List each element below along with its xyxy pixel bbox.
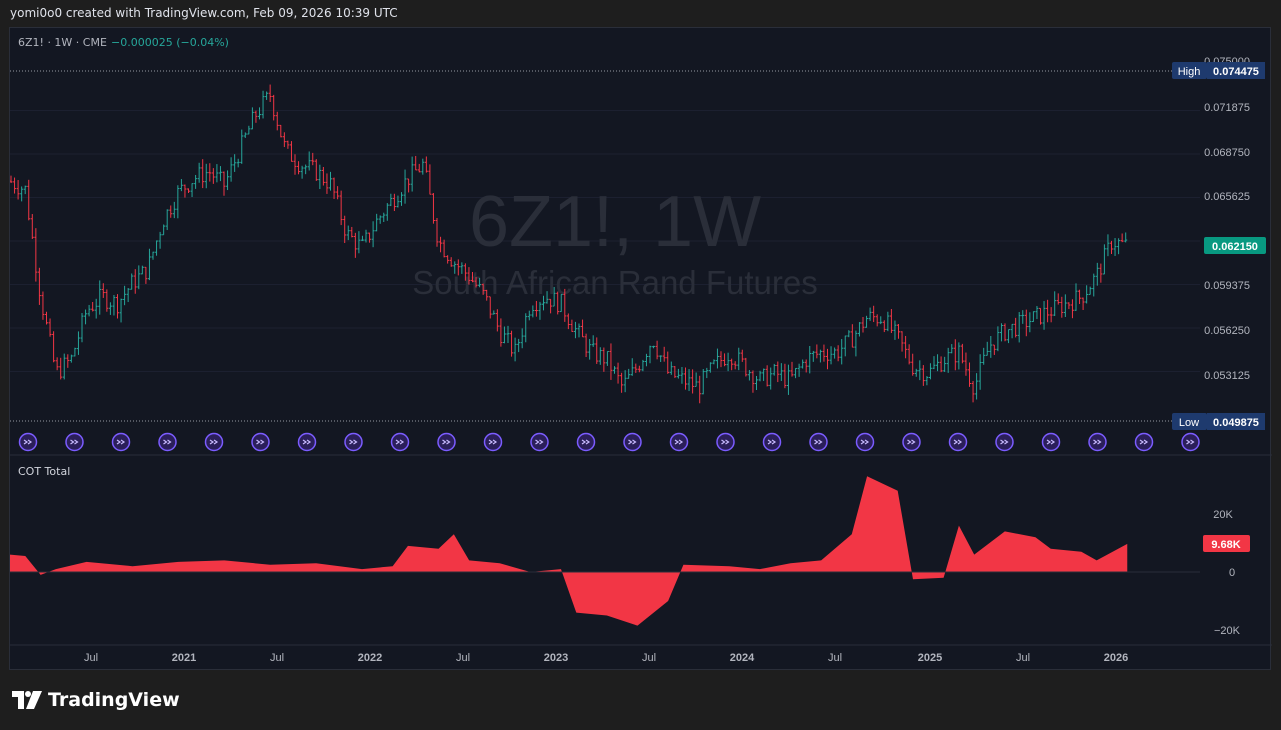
low-label-text: Low <box>1179 417 1199 429</box>
event-marker-icon[interactable] <box>251 432 270 452</box>
low-value-badge <box>1207 413 1265 430</box>
time-tick-label: Jul <box>456 652 470 664</box>
low-value-text: 0.049875 <box>1213 417 1259 429</box>
high-value-text: 0.074475 <box>1213 66 1259 78</box>
time-tick-label: Jul <box>642 652 656 664</box>
event-marker-icon[interactable] <box>809 432 828 452</box>
event-marker-icon[interactable] <box>669 432 689 452</box>
event-marker-icon[interactable] <box>716 432 735 452</box>
low-label-badge <box>1172 413 1207 430</box>
price-tick-label: 0.059375 <box>1204 280 1250 292</box>
events-layer <box>18 432 1200 452</box>
time-tick-label: Jul <box>270 652 284 664</box>
price-tick-label: 0.053125 <box>1204 370 1250 382</box>
time-tick-label: 2022 <box>358 652 382 664</box>
time-tick-label: 2023 <box>544 652 568 664</box>
event-marker-icon[interactable] <box>344 432 363 452</box>
cot-last-badge <box>1203 535 1250 552</box>
time-axis: Jul 2021 Jul 2022 Jul 2023 Jul 2024 Jul 2025 Jul 20… <box>84 652 1128 664</box>
high-label-badge <box>1172 62 1207 79</box>
event-marker-icon[interactable] <box>437 432 456 452</box>
price-tick-label: 0.056250 <box>1204 325 1250 337</box>
chart-frame[interactable]: 6Z1!, 1W South African Rand Futures 6Z1!… <box>9 27 1272 671</box>
event-marker-icon[interactable] <box>65 432 84 452</box>
event-marker-icon[interactable] <box>1181 432 1200 452</box>
time-tick-label: 2024 <box>730 652 755 664</box>
event-marker-icon[interactable] <box>1088 432 1107 452</box>
price-tick-label: 0.068750 <box>1204 147 1250 159</box>
time-tick-label: Jul <box>84 652 98 664</box>
last-price-text: 0.062150 <box>1212 241 1258 253</box>
event-marker-icon[interactable] <box>483 432 503 452</box>
symbol-legend: 6Z1! · 1W · CME <box>18 36 107 49</box>
event-marker-icon[interactable] <box>111 432 131 452</box>
event-marker-icon[interactable] <box>948 432 968 452</box>
event-marker-icon[interactable] <box>158 432 177 452</box>
time-tick-label: Jul <box>1016 652 1030 664</box>
tradingview-logo[interactable]: TradingView <box>12 689 180 711</box>
cot-layer <box>10 476 1200 626</box>
change-legend: −0.000025 (−0.04%) <box>111 36 229 49</box>
cot-tick-label: −20K <box>1214 625 1241 637</box>
event-marker-icon[interactable] <box>762 432 782 452</box>
event-marker-icon[interactable] <box>995 432 1014 452</box>
event-marker-icon[interactable] <box>18 432 38 452</box>
watermark-title: 6Z1!, 1W <box>469 182 761 262</box>
logo-text: TradingView <box>48 689 180 711</box>
event-marker-icon[interactable] <box>902 432 921 452</box>
time-tick-label: 2021 <box>172 652 196 664</box>
chart-canvas[interactable]: 6Z1!, 1W South African Rand Futures 6Z1!… <box>10 28 1272 671</box>
cot-last-text: 9.68K <box>1211 539 1240 551</box>
cot-tick-label: 20K <box>1213 509 1233 521</box>
watermark-subtitle: South African Rand Futures <box>412 264 817 301</box>
event-marker-icon[interactable] <box>576 432 596 452</box>
candles-layer <box>10 84 1128 404</box>
cot-pane-title: COT Total <box>18 465 70 478</box>
time-tick-label: 2026 <box>1104 652 1128 664</box>
last-price-badge <box>1204 237 1266 254</box>
high-label-text: High <box>1178 66 1201 78</box>
event-marker-icon[interactable] <box>855 432 875 452</box>
high-value-badge <box>1207 62 1265 79</box>
cot-tick-label: 0 <box>1229 567 1235 579</box>
event-marker-icon[interactable] <box>297 432 317 452</box>
time-tick-label: 2025 <box>918 652 942 664</box>
event-marker-icon[interactable] <box>1041 432 1061 452</box>
grid-layer <box>10 109 1200 373</box>
price-tick-label: 0.071875 <box>1204 102 1250 114</box>
tradingview-logo-icon <box>12 691 42 709</box>
event-marker-icon[interactable] <box>623 432 642 452</box>
event-marker-icon[interactable] <box>390 432 410 452</box>
price-tick-label: 0.065625 <box>1204 191 1250 203</box>
cot-area <box>10 476 1128 626</box>
event-marker-icon[interactable] <box>204 432 224 452</box>
event-marker-icon[interactable] <box>1134 432 1154 452</box>
time-tick-label: Jul <box>828 652 842 664</box>
event-marker-icon[interactable] <box>530 432 549 452</box>
chart-attribution: yomi0o0 created with TradingView.com, Fe… <box>10 6 398 20</box>
